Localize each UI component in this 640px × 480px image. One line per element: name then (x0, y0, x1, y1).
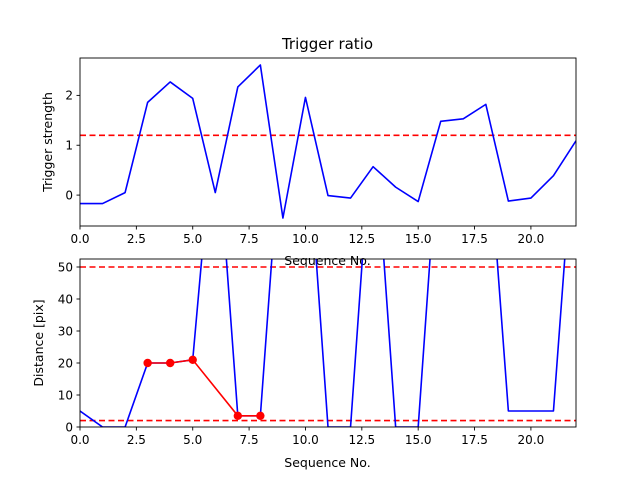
bottom-x-tick-label: 5.0 (183, 433, 202, 447)
bottom-y-tick-label: 40 (58, 292, 73, 306)
bottom-x-tick-label: 20.0 (518, 433, 545, 447)
bottom-x-tick-label: 7.5 (240, 433, 259, 447)
bottom-x-axis-label: Sequence No. (284, 455, 370, 470)
top-x-tick-label: 12.5 (348, 232, 375, 246)
top-x-ticks: 0.0 2.5 5.0 7.5 10.0 12.5 15.0 17.5 20.0 (70, 226, 544, 246)
plot-trigger-ratio: Trigger ratio 0.0 2.5 5.0 7.5 10.0 12.5 15.0 17… (40, 35, 577, 268)
top-x-tick-label: 15.0 (405, 232, 432, 246)
bottom-x-tick-label: 0.0 (70, 433, 89, 447)
bottom-data-point (256, 411, 265, 420)
top-y-axis-label: Trigger strength (40, 92, 55, 193)
top-x-tick-label: 0.0 (70, 232, 89, 246)
bottom-axes-frame (79, 258, 577, 428)
top-x-tick-label: 10.0 (292, 232, 319, 246)
bottom-data-point (143, 358, 152, 368)
chart-title: Trigger ratio (281, 35, 373, 53)
top-axes-frame (79, 57, 577, 227)
top-y-ticks: 0 1 2 (65, 89, 80, 202)
bottom-y-tick-label: 50 (58, 260, 73, 274)
top-x-tick-label: 2.5 (127, 232, 146, 246)
bottom-x-tick-label: 2.5 (127, 433, 146, 447)
bottom-x-tick-label: 17.5 (461, 433, 488, 447)
top-plot-area (80, 64, 576, 219)
bottom-x-ticks: 0.0 2.5 5.0 7.5 10.0 12.5 15.0 17.5 20.0 (70, 427, 544, 447)
bottom-y-tick-label: 10 (58, 388, 73, 402)
top-x-axis-label: Sequence No. (284, 253, 370, 268)
top-x-tick-label: 20.0 (518, 232, 545, 246)
bottom-data-point (233, 411, 243, 420)
bottom-data-point (165, 358, 175, 368)
bottom-y-tick-label: 0 (65, 420, 73, 434)
bottom-y-ticks: 0 10 20 30 40 50 (58, 260, 80, 434)
bottom-x-tick-label: 12.5 (348, 433, 375, 447)
top-y-tick-label: 2 (65, 89, 73, 103)
top-x-tick-label: 17.5 (461, 232, 488, 246)
top-x-tick-label: 7.5 (240, 232, 259, 246)
plot-distance: 0.0 2.5 5.0 7.5 10.0 12.5 15.0 17.5 20.0 0 10 20 30… (31, 258, 577, 470)
top-y-tick-label: 1 (65, 139, 73, 153)
top-x-tick-label: 5.0 (183, 232, 202, 246)
bottom-x-tick-label: 15.0 (405, 433, 432, 447)
bottom-y-axis-label: Distance [pix] (31, 299, 46, 386)
bottom-y-tick-label: 20 (58, 356, 73, 370)
top-series-line (80, 64, 576, 219)
top-y-tick-label: 0 (65, 188, 73, 202)
bottom-plot-area (80, 259, 576, 427)
bottom-x-tick-label: 10.0 (292, 433, 319, 447)
bottom-data-point (188, 355, 197, 364)
bottom-y-tick-label: 30 (58, 324, 73, 338)
